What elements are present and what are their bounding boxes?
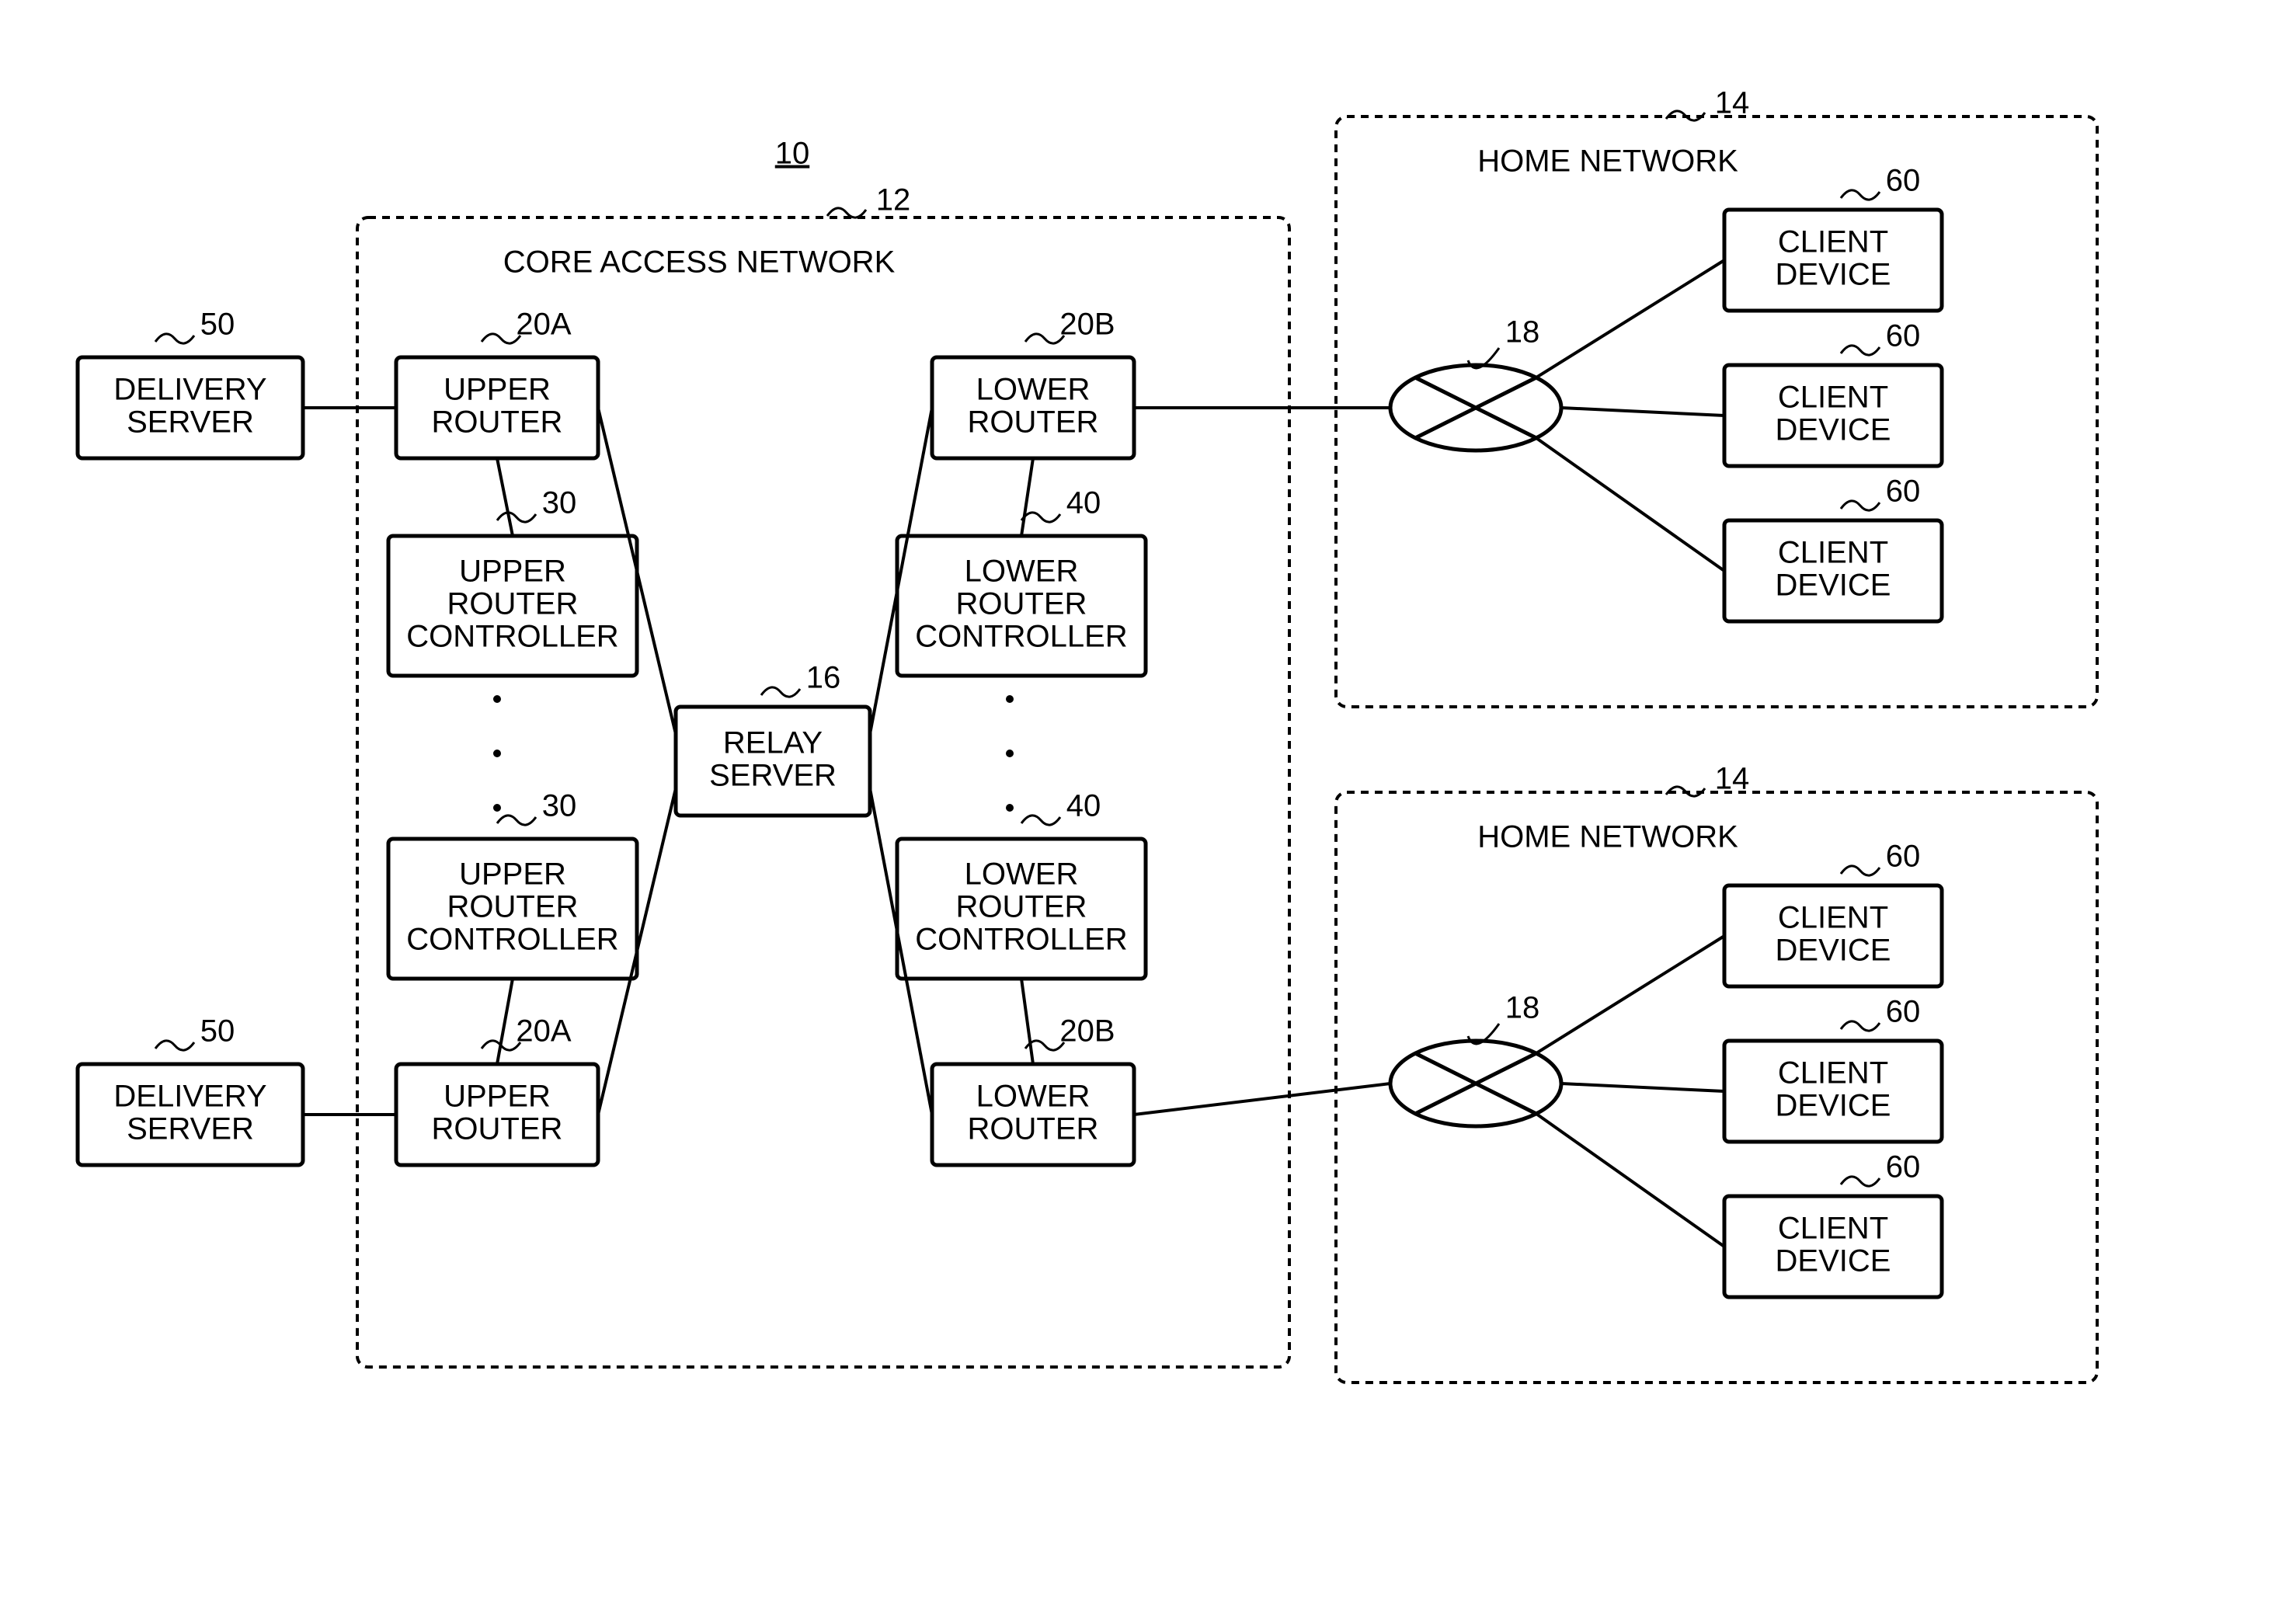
svg-text:CLIENT: CLIENT — [1778, 381, 1888, 415]
svg-text:18: 18 — [1505, 991, 1540, 1025]
svg-text:SERVER: SERVER — [127, 405, 254, 440]
svg-text:LOWER: LOWER — [976, 1080, 1091, 1114]
svg-text:60: 60 — [1886, 1150, 1921, 1184]
box-upperCtrl2: UPPERROUTERCONTROLLER 30 — [388, 789, 637, 979]
svg-text:ROUTER: ROUTER — [432, 1112, 563, 1146]
svg-text:40: 40 — [1066, 789, 1101, 823]
box-lowerRouter2: LOWERROUTER 20B — [932, 1014, 1134, 1165]
svg-text:CONTROLLER: CONTROLLER — [406, 620, 618, 654]
gateway-gw1: 18 — [1390, 315, 1561, 450]
svg-text:60: 60 — [1886, 319, 1921, 353]
edge — [1536, 438, 1724, 571]
svg-text:20B: 20B — [1059, 1014, 1115, 1049]
svg-text:LOWER: LOWER — [965, 555, 1079, 589]
svg-text:60: 60 — [1886, 475, 1921, 509]
figure-ref: 10 — [775, 137, 810, 171]
svg-text:DEVICE: DEVICE — [1776, 413, 1891, 447]
svg-text:ROUTER: ROUTER — [447, 890, 579, 924]
svg-text:DEVICE: DEVICE — [1776, 934, 1891, 968]
svg-text:14: 14 — [1715, 86, 1750, 120]
svg-text:CORE ACCESS NETWORK: CORE ACCESS NETWORK — [503, 245, 896, 280]
edge — [497, 458, 513, 536]
svg-text:50: 50 — [200, 1014, 235, 1049]
svg-text:RELAY: RELAY — [723, 726, 823, 760]
svg-text:ROUTER: ROUTER — [968, 405, 1099, 440]
svg-text:60: 60 — [1886, 840, 1921, 874]
svg-text:12: 12 — [876, 183, 911, 217]
svg-text:DEVICE: DEVICE — [1776, 1089, 1891, 1123]
svg-text:20A: 20A — [516, 308, 571, 342]
box-relay: RELAYSERVER 16 — [676, 661, 870, 816]
box-delivery1: DELIVERYSERVER 50 — [78, 308, 303, 458]
box-upperRouter2: UPPERROUTER 20A — [396, 1014, 598, 1165]
ellipsis-vertical — [1006, 695, 1014, 812]
box-client_h1_1: CLIENTDEVICE 60 — [1724, 164, 1942, 311]
box-client_h2_2: CLIENTDEVICE 60 — [1724, 995, 1942, 1142]
svg-text:UPPER: UPPER — [444, 1080, 551, 1114]
svg-text:DEVICE: DEVICE — [1776, 569, 1891, 603]
svg-text:20A: 20A — [516, 1014, 571, 1049]
svg-text:DEVICE: DEVICE — [1776, 1244, 1891, 1278]
svg-text:ROUTER: ROUTER — [447, 587, 579, 621]
svg-text:60: 60 — [1886, 995, 1921, 1029]
box-lowerCtrl1: LOWERROUTERCONTROLLER 40 — [897, 486, 1146, 676]
box-lowerRouter1: LOWERROUTER 20B — [932, 308, 1134, 458]
svg-text:CONTROLLER: CONTROLLER — [406, 923, 618, 957]
svg-text:40: 40 — [1066, 486, 1101, 520]
svg-text:CLIENT: CLIENT — [1778, 1212, 1888, 1246]
box-client_h1_3: CLIENTDEVICE 60 — [1724, 475, 1942, 621]
svg-text:UPPER: UPPER — [444, 373, 551, 407]
svg-text:CONTROLLER: CONTROLLER — [915, 923, 1127, 957]
svg-text:CONTROLLER: CONTROLLER — [915, 620, 1127, 654]
svg-text:HOME NETWORK: HOME NETWORK — [1477, 144, 1738, 179]
gateway-gw2: 18 — [1390, 991, 1561, 1126]
svg-text:UPPER: UPPER — [459, 555, 566, 589]
box-client_h2_1: CLIENTDEVICE 60 — [1724, 840, 1942, 986]
svg-text:CLIENT: CLIENT — [1778, 1056, 1888, 1090]
svg-text:DELIVERY: DELIVERY — [113, 1080, 266, 1114]
svg-text:SERVER: SERVER — [127, 1112, 254, 1146]
edge — [1536, 936, 1724, 1053]
ellipsis-vertical — [493, 695, 501, 812]
svg-text:18: 18 — [1505, 315, 1540, 350]
svg-text:LOWER: LOWER — [976, 373, 1091, 407]
box-client_h2_3: CLIENTDEVICE 60 — [1724, 1150, 1942, 1297]
network-diagram: CORE ACCESS NETWORK 12 HOME NETWORK 14 HOME … — [0, 0, 2296, 1614]
svg-text:50: 50 — [200, 308, 235, 342]
svg-text:ROUTER: ROUTER — [968, 1112, 1099, 1146]
box-lowerCtrl2: LOWERROUTERCONTROLLER 40 — [897, 789, 1146, 979]
svg-text:ROUTER: ROUTER — [956, 890, 1087, 924]
svg-text:LOWER: LOWER — [965, 857, 1079, 892]
edge — [1536, 260, 1724, 377]
box-delivery2: DELIVERYSERVER 50 — [78, 1014, 303, 1165]
svg-text:ROUTER: ROUTER — [956, 587, 1087, 621]
svg-text:16: 16 — [806, 661, 841, 695]
svg-text:30: 30 — [542, 789, 577, 823]
box-client_h1_2: CLIENTDEVICE 60 — [1724, 319, 1942, 466]
svg-text:60: 60 — [1886, 164, 1921, 198]
svg-text:SERVER: SERVER — [709, 759, 837, 793]
svg-text:20B: 20B — [1059, 308, 1115, 342]
svg-text:HOME NETWORK: HOME NETWORK — [1477, 820, 1738, 854]
svg-text:DEVICE: DEVICE — [1776, 258, 1891, 292]
box-upperCtrl1: UPPERROUTERCONTROLLER 30 — [388, 486, 637, 676]
box-upperRouter1: UPPERROUTER 20A — [396, 308, 598, 458]
svg-text:CLIENT: CLIENT — [1778, 901, 1888, 935]
edge — [1134, 1084, 1390, 1115]
svg-text:UPPER: UPPER — [459, 857, 566, 892]
edge — [1536, 1114, 1724, 1247]
svg-text:14: 14 — [1715, 762, 1750, 796]
svg-text:CLIENT: CLIENT — [1778, 536, 1888, 570]
edge — [1021, 979, 1033, 1064]
svg-text:ROUTER: ROUTER — [432, 405, 563, 440]
edge — [1561, 1084, 1724, 1091]
svg-text:DELIVERY: DELIVERY — [113, 373, 266, 407]
svg-text:CLIENT: CLIENT — [1778, 225, 1888, 259]
edge — [1561, 408, 1724, 416]
edge — [1021, 458, 1033, 536]
svg-text:30: 30 — [542, 486, 577, 520]
